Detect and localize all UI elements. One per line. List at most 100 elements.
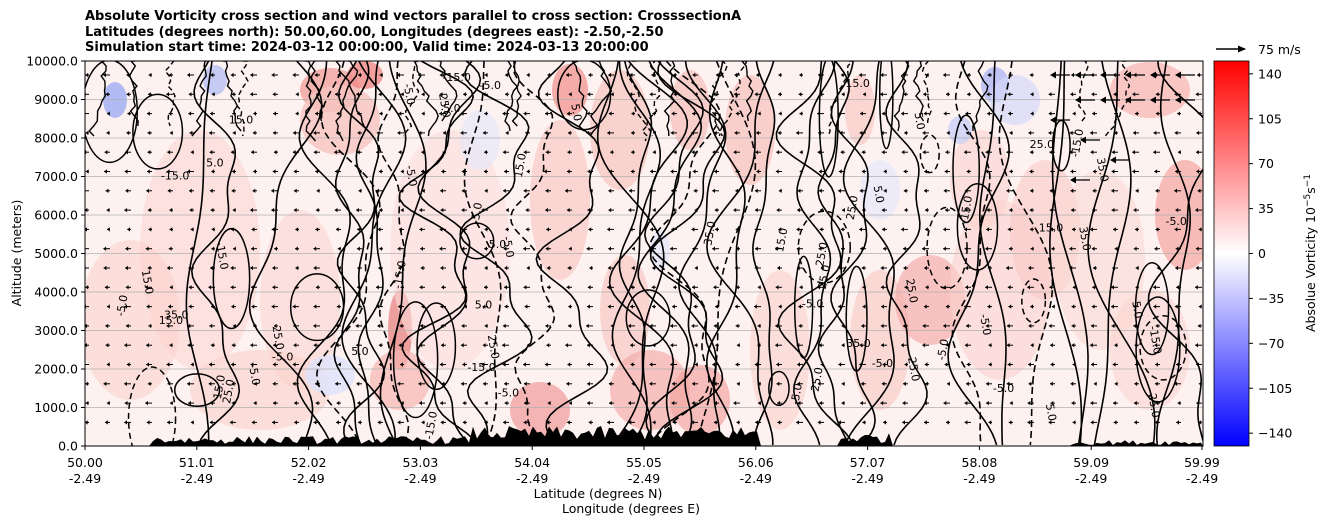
wind-vector-head (631, 265, 635, 271)
wind-vector-head (335, 381, 338, 386)
contour-line (191, 61, 207, 137)
wind-vector-head (251, 246, 254, 251)
wind-vector-head (400, 92, 404, 97)
wind-vector-head (251, 227, 255, 232)
wind-vector-head (819, 227, 823, 232)
wind-vector-head (566, 207, 570, 213)
wind-vector-head (1007, 362, 1011, 367)
wind-vector-head (757, 111, 761, 116)
wind-vector-head (1071, 400, 1075, 406)
contour-line (504, 61, 520, 132)
wind-vector-head (712, 92, 716, 97)
contour-line (185, 61, 213, 446)
wind-vector-head (1114, 246, 1118, 251)
wind-vector-head (943, 227, 946, 232)
wind-vector-head (85, 285, 89, 290)
wind-vector-head (1072, 111, 1076, 116)
wind-vector-head (188, 92, 192, 97)
wind-vector-head (1114, 111, 1117, 116)
wind-vector-head (796, 227, 800, 232)
wind-vector-head (484, 246, 487, 251)
wind-vector-head (840, 227, 844, 232)
wind-vector-head (943, 188, 947, 193)
wind-vector-head (733, 207, 737, 213)
wind-vector-head (1006, 188, 1010, 193)
wind-vector-head (945, 207, 948, 213)
wind-vector-head (357, 246, 360, 251)
wind-vector-head (1009, 400, 1013, 406)
wind-vector-head (252, 188, 256, 193)
wind-vector-head (315, 227, 319, 232)
wind-vector-head (502, 343, 505, 348)
wind-vector-head (589, 265, 593, 271)
wind-vector-head (734, 304, 738, 309)
colorbar-tick-label: 140 (1258, 66, 1282, 81)
contour-labels: 25.0-5.05.05.025.0 -5.0-5.035.025.0-5.025… (114, 71, 1187, 441)
wind-vector-head (231, 381, 235, 386)
wind-vector-head (293, 207, 297, 213)
wind-vector-head (400, 169, 404, 174)
quiver-key: 75 m/s (1216, 42, 1301, 57)
wind-vector-head (104, 150, 108, 155)
wind-vector-head (1050, 71, 1056, 79)
wind-vector-head (336, 323, 339, 329)
wind-vector-head (841, 92, 845, 97)
wind-vector-head (400, 400, 404, 406)
wind-vector-head (251, 420, 255, 425)
wind-vector-head (966, 72, 970, 78)
wind-vector-head (545, 207, 548, 213)
wind-vector-head (861, 169, 865, 174)
wind-vector-head (1090, 400, 1094, 406)
wind-vector-head (253, 323, 256, 329)
wind-vector-head (126, 92, 130, 97)
contour-line (978, 61, 1007, 446)
contour-label: -15.0 (1146, 325, 1164, 355)
wind-vector-head (189, 188, 192, 193)
wind-vector-head (421, 169, 424, 174)
wind-vector-head (1007, 227, 1011, 232)
wind-vector-head (859, 362, 862, 367)
wind-vector-head (273, 343, 276, 348)
x-axis-label-longitude: Longitude (degrees E) (562, 501, 700, 516)
contour-label: -15.0 (442, 71, 470, 84)
wind-vector-head (462, 420, 466, 425)
contour-label: 25.0 (816, 264, 833, 290)
wind-vector-head (775, 246, 778, 251)
wind-vector-head (587, 381, 590, 386)
wind-vector-head (691, 227, 695, 232)
wind-vector-head (777, 420, 781, 425)
contour-line (398, 61, 478, 446)
wind-vector-head (1177, 400, 1181, 406)
wind-vector-head (649, 323, 653, 329)
wind-vector-head (1112, 265, 1115, 271)
wind-vector-head (1030, 188, 1033, 193)
contour-loop (85, 61, 138, 164)
wind-vector-head (526, 265, 530, 271)
wind-vector-head (734, 72, 738, 78)
wind-vector-head (672, 381, 675, 386)
wind-vector-head (1050, 400, 1054, 406)
wind-vector-head (964, 227, 967, 232)
contour-label: 25.0 (485, 334, 502, 360)
wind-vector-head (357, 227, 360, 232)
wind-vector-head (125, 150, 128, 155)
contour-line (1087, 61, 1156, 446)
wind-vector-head (525, 130, 528, 136)
wind-vector-head (568, 92, 572, 97)
wind-vector-head (964, 343, 968, 348)
wind-vector-head (295, 111, 299, 116)
wind-vector-head (754, 188, 758, 193)
wind-vector-head (631, 130, 634, 136)
wind-vector-head (460, 130, 464, 136)
x-tick-label-lat: 51.01 (179, 455, 215, 470)
wind-vector-head (1114, 381, 1118, 386)
wind-vector-head (107, 304, 110, 309)
wind-vector-head (293, 343, 297, 348)
wind-vector-head (482, 343, 486, 348)
wind-vector-head (650, 227, 653, 232)
wind-vector-head (925, 381, 928, 386)
wind-vector-head (1176, 420, 1179, 425)
wind-vector-head (883, 246, 886, 251)
wind-vector-head (819, 400, 823, 406)
wind-vector-head (880, 285, 884, 290)
